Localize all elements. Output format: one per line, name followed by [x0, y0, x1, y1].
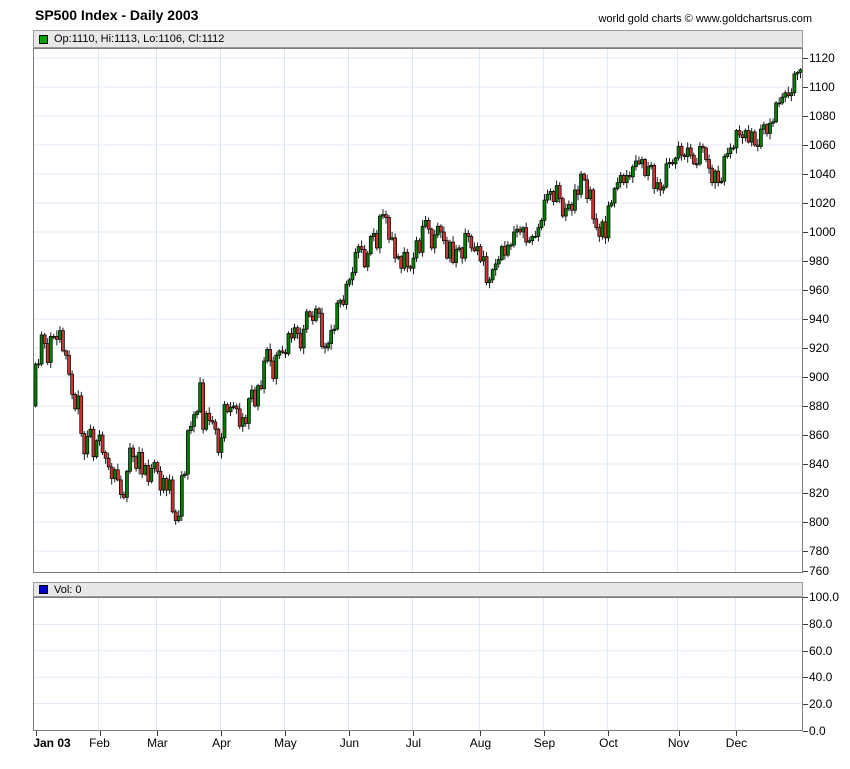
price-axis-tick: [803, 174, 808, 175]
price-y-axis-label: 960: [809, 283, 830, 297]
x-axis-tick: [35, 731, 37, 736]
volume-axis-tick: [803, 597, 808, 598]
volume-y-axis-label: 40.0: [809, 670, 833, 685]
price-y-axis-label: 920: [809, 341, 830, 355]
x-axis-label: Sep: [533, 736, 556, 750]
volume-axis-tick: [803, 731, 808, 732]
candlestick-chart: [34, 49, 802, 572]
volume-legend-bar: Vol: 0: [33, 582, 803, 597]
price-axis-tick: [803, 203, 808, 204]
price-axis-tick: [803, 377, 808, 378]
volume-axis-tick: [803, 623, 808, 625]
x-axis-tick: [157, 731, 159, 736]
volume-axis-tick: [803, 704, 808, 706]
price-y-axis-label: 1060: [809, 138, 836, 152]
x-axis-label: Jul: [405, 736, 422, 750]
price-y-axis-label: 1100: [809, 80, 835, 94]
x-axis-tick: [544, 731, 546, 736]
x-axis-tick: [221, 731, 223, 736]
price-axis-tick: [803, 406, 808, 407]
price-y-axis-label: 760: [809, 564, 830, 578]
price-y-axis-label: 900: [809, 370, 830, 384]
price-axis-tick: [803, 290, 808, 291]
volume-y-axis-label: 80.0: [809, 616, 833, 631]
x-axis-label: Jan 03: [33, 736, 71, 750]
x-axis-label: Aug: [469, 736, 492, 750]
up-candle-swatch-icon: [39, 34, 48, 44]
price-axis-tick: [803, 435, 808, 436]
price-axis-tick: [803, 571, 808, 572]
price-axis-tick: [803, 232, 808, 233]
x-axis-label: Nov: [667, 736, 690, 750]
price-axis-tick: [803, 58, 808, 59]
x-axis-label: Mar: [147, 736, 168, 750]
price-y-axis-label: 800: [809, 515, 830, 529]
x-axis-label: May: [274, 736, 297, 750]
price-y-axis-label: 980: [809, 254, 830, 268]
volume-chart: [34, 598, 802, 730]
price-axis-tick: [803, 348, 808, 349]
price-axis-tick: [803, 522, 808, 523]
x-axis-tick: [480, 731, 482, 736]
x-axis-tick: [285, 731, 287, 736]
price-y-axis-label: 820: [809, 486, 830, 500]
chart-title: SP500 Index - Daily 2003: [35, 7, 199, 23]
volume-y-axis-label: 60.0: [809, 643, 833, 658]
x-axis-tick: [413, 731, 415, 736]
volume-y-axis-label: 100.0: [809, 590, 840, 604]
price-y-axis-label: 860: [809, 428, 830, 442]
volume-legend-label: Vol: 0: [54, 583, 82, 596]
price-axis-tick: [803, 319, 808, 320]
price-y-axis-label: 1040: [809, 167, 836, 181]
price-y-axis-label: 840: [809, 457, 830, 471]
volume-chart-panel: [33, 597, 803, 731]
price-legend-label: Op:1110, Hi:1113, Lo:1106, Cl:1112: [54, 33, 225, 45]
price-axis-tick: [803, 87, 808, 88]
volume-y-axis-label: 0.0: [809, 724, 826, 738]
price-y-axis-label: 1020: [809, 196, 836, 210]
x-axis-tick: [99, 731, 101, 736]
price-axis-tick: [803, 464, 808, 465]
price-axis-tick: [803, 493, 808, 494]
x-axis-label: Oct: [599, 736, 618, 750]
price-y-axis-label: 780: [809, 544, 830, 558]
x-axis-label: Jun: [339, 736, 360, 750]
price-axis-tick: [803, 145, 808, 146]
x-axis-label: Dec: [725, 736, 748, 750]
volume-y-axis-label: 20.0: [809, 697, 833, 712]
x-axis-tick: [736, 731, 738, 736]
price-axis-tick: [803, 116, 808, 117]
price-axis-tick: [803, 551, 808, 552]
x-axis-tick: [349, 731, 351, 736]
x-axis-label: Apr: [212, 736, 231, 750]
volume-axis-tick: [803, 650, 808, 652]
x-axis-label: Feb: [89, 736, 110, 750]
x-axis-tick: [678, 731, 680, 736]
price-y-axis-label: 880: [809, 399, 830, 413]
price-y-axis-label: 1120: [809, 51, 835, 65]
x-axis-tick: [608, 731, 610, 736]
price-y-axis-label: 1000: [809, 225, 836, 239]
copyright-text: world gold charts © www.goldchartsrus.co…: [598, 13, 812, 25]
price-chart-panel: [33, 48, 803, 573]
price-legend-bar: Op:1110, Hi:1113, Lo:1106, Cl:1112: [33, 30, 803, 48]
price-y-axis-label: 940: [809, 312, 830, 326]
volume-axis-tick: [803, 677, 808, 679]
price-y-axis-label: 1080: [809, 109, 836, 123]
volume-swatch-icon: [39, 585, 48, 594]
price-axis-tick: [803, 261, 808, 262]
